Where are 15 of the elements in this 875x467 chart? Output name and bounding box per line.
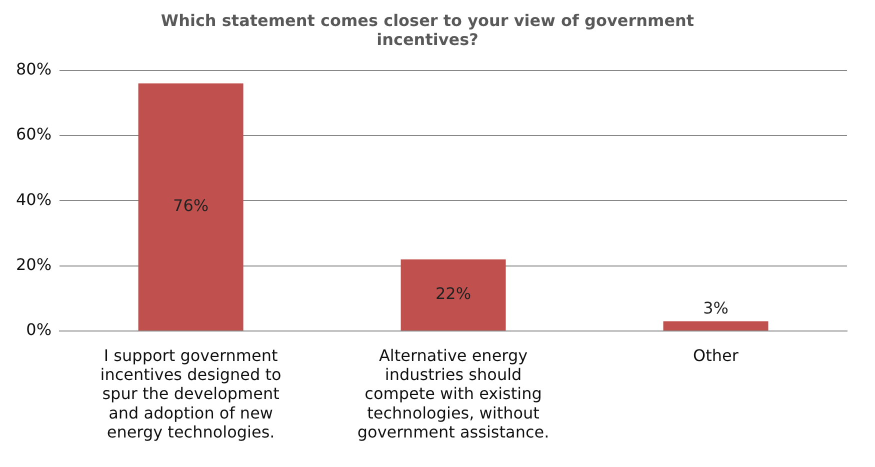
x-tick-label: Alternative energy industries should compete with existing technologies, without government assistance. [357, 346, 550, 442]
bar [138, 83, 244, 330]
y-tick-label: 20% [16, 255, 52, 274]
y-tick-label: 80% [16, 60, 52, 79]
y-tick-label: 60% [16, 124, 52, 144]
data-label: 76% [173, 196, 209, 216]
bar [400, 259, 506, 330]
x-tick-label: I support government incentives designed to spur the development and adoption of new energy technologies. [100, 346, 282, 442]
chart-title: Which statement comes closer to your view of government incentives? [160, 10, 694, 49]
bar [663, 321, 768, 330]
y-tick-label: 40% [16, 190, 52, 209]
data-label: 22% [436, 284, 472, 304]
data-label: 3% [703, 298, 728, 318]
x-tick-label: Other [693, 346, 739, 365]
y-tick-label: 0% [26, 320, 52, 340]
